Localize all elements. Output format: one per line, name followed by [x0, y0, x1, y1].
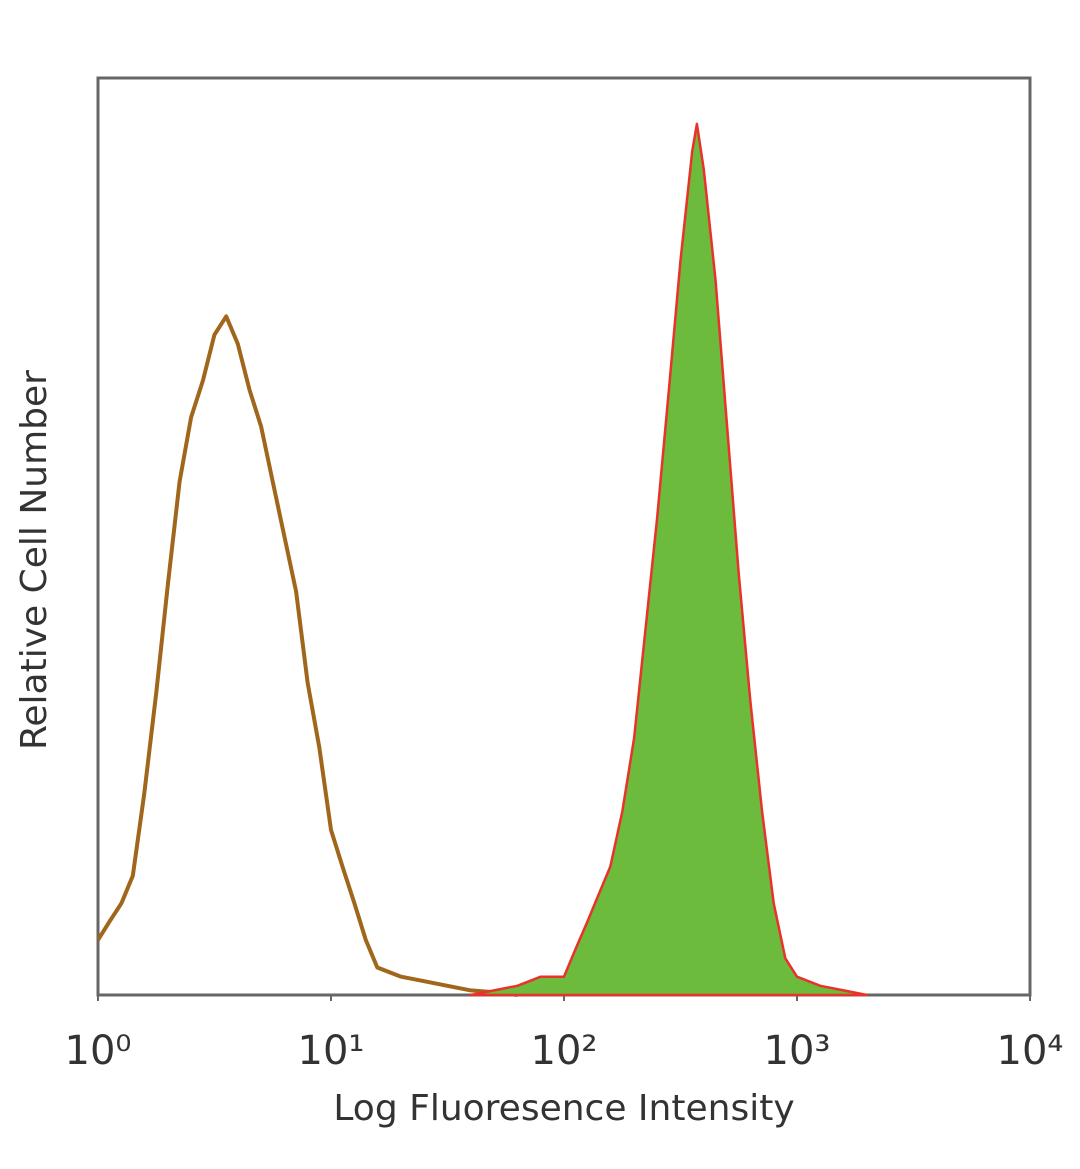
- x-tick-label: 10²: [531, 1028, 598, 1074]
- x-tick-label: 10¹: [298, 1028, 365, 1074]
- x-axis-label: Log Fluoresence Intensity: [333, 1088, 794, 1129]
- histogram-line: [96, 314, 518, 997]
- plot-frame: [96, 76, 1032, 997]
- x-tick-label: 10⁴: [997, 1028, 1064, 1074]
- x-tick-label: 10³: [764, 1028, 831, 1074]
- y-axis-label: Relative Cell Number: [14, 370, 55, 750]
- histogram-area: [469, 122, 869, 997]
- x-tick-label: 10⁰: [65, 1028, 132, 1074]
